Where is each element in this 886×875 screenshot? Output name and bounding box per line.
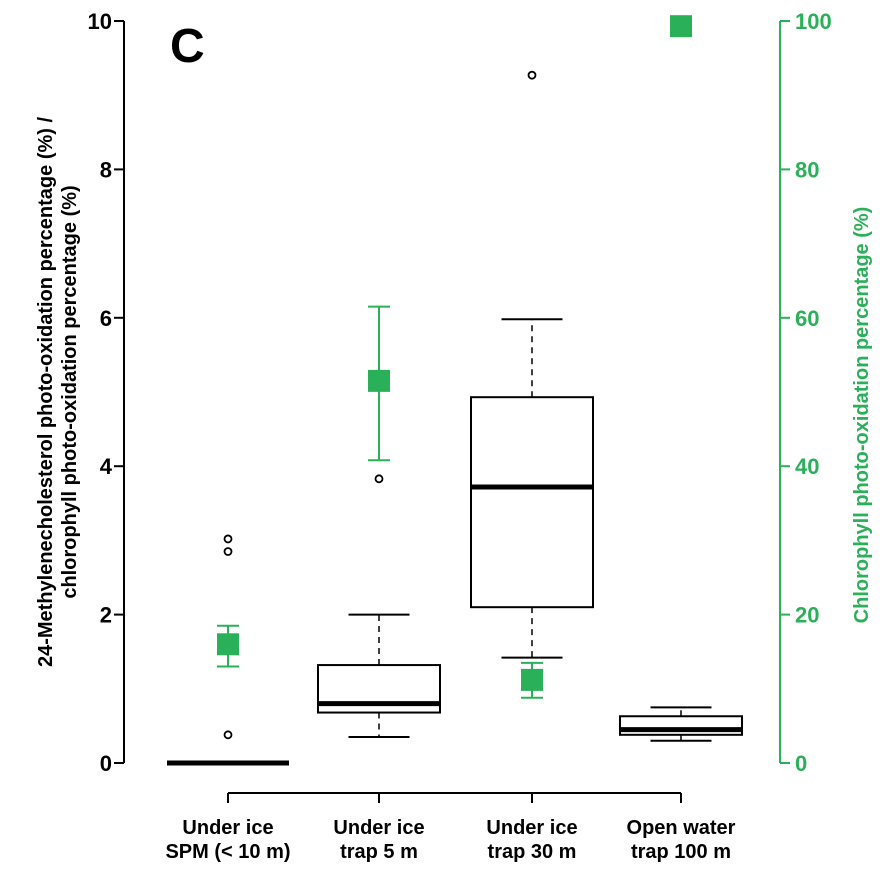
right-tick-label: 100	[795, 9, 832, 34]
chlorophyll-square	[368, 369, 390, 392]
box-2	[317, 474, 441, 739]
outlier-point	[223, 547, 233, 556]
left-y-axis: 0 2 4 6 8 10 24-Methylenecholesterol photo-oxi…	[35, 9, 125, 776]
box-rect	[470, 396, 594, 609]
left-axis-label: 24-Methylenecholesterol photo-oxidation …	[35, 117, 81, 668]
chlorophyll-point-3	[521, 661, 543, 699]
box-4	[619, 706, 743, 742]
x-tick-label: Under ice SPM (< 10 m)	[165, 817, 290, 863]
box-1	[167, 534, 289, 766]
box-series	[167, 70, 743, 766]
chlorophyll-point-1	[217, 624, 239, 668]
x-tick-label-line: Under ice	[486, 817, 577, 839]
right-tick-label: 20	[795, 603, 819, 628]
left-tick-label: 6	[100, 306, 112, 331]
left-tick-label: 10	[88, 9, 112, 34]
right-tick-label: 80	[795, 157, 819, 182]
left-axis-label-line: 24-Methylenecholesterol photo-oxidation …	[35, 117, 57, 668]
x-tick-label-line: Under ice	[333, 817, 424, 839]
outlier-point	[374, 474, 384, 484]
x-tick-label: Under ice trap 5 m	[333, 817, 424, 863]
x-tick-label-line: Under ice	[182, 817, 273, 839]
panel-label: C	[170, 20, 205, 73]
outlier-point	[223, 534, 233, 544]
right-tick-label: 40	[795, 454, 819, 479]
x-tick-label-line: trap 30 m	[488, 841, 577, 863]
left-tick-label: 2	[100, 603, 112, 628]
x-tick-label-line: Open water	[627, 817, 736, 839]
x-tick-label: Open water trap 100 m	[627, 817, 736, 863]
chlorophyll-square	[670, 15, 692, 38]
x-tick-label-line: SPM (< 10 m)	[165, 841, 290, 863]
box-3	[470, 70, 594, 659]
chlorophyll-series	[217, 15, 692, 699]
left-tick-label: 0	[100, 751, 112, 776]
left-tick-label: 8	[100, 157, 112, 182]
right-tick-label: 0	[795, 751, 807, 776]
right-y-axis: 0 20 40 60 80 100 Chlorophyll photo-oxidation …	[779, 9, 873, 776]
x-axis: Under ice SPM (< 10 m)Under ice trap 5 mUn…	[165, 792, 736, 863]
x-tick-label-line: trap 100 m	[631, 841, 731, 863]
chlorophyll-square	[521, 668, 543, 691]
chlorophyll-point-2	[368, 305, 390, 462]
left-tick-label: 4	[100, 454, 113, 479]
right-axis-label: Chlorophyll photo-oxidation percentage (…	[851, 207, 873, 624]
x-tick-label: Under ice trap 30 m	[486, 817, 577, 863]
left-axis-label-line: chlorophyll photo-oxidation percentage (…	[59, 185, 81, 598]
outlier-point	[223, 730, 233, 740]
outlier-point	[527, 70, 537, 80]
chlorophyll-point-4	[670, 15, 692, 38]
x-tick-label-line: trap 5 m	[340, 841, 418, 863]
right-tick-label: 60	[795, 306, 819, 331]
chlorophyll-square	[217, 633, 239, 656]
